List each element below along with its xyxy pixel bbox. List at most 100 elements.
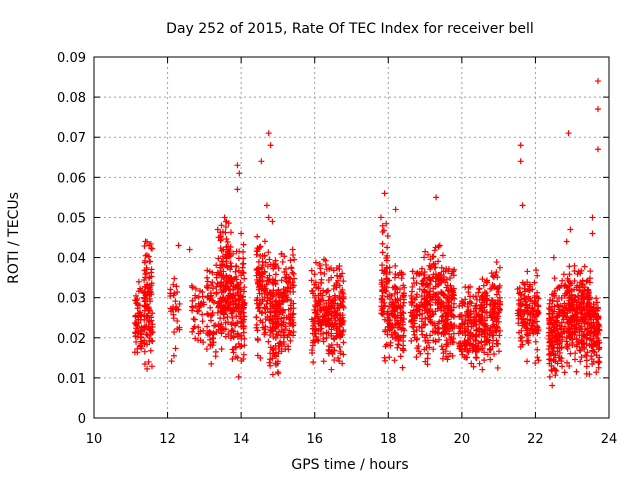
data-point [476, 360, 483, 367]
y-tick-label: 0.03 [57, 292, 86, 307]
data-point [278, 250, 285, 257]
data-point [476, 296, 483, 303]
data-point [581, 319, 588, 326]
data-point [208, 360, 215, 367]
data-point [232, 300, 239, 307]
data-point [531, 279, 538, 286]
data-point [590, 329, 597, 336]
data-point [192, 285, 199, 292]
data-point [333, 284, 340, 291]
data-point [272, 262, 279, 269]
data-point [384, 244, 391, 251]
data-point [272, 310, 279, 317]
data-point [340, 278, 347, 285]
data-point [317, 265, 324, 272]
data-point [325, 316, 332, 323]
data-point [218, 325, 225, 332]
data-point [265, 338, 272, 345]
data-point [529, 314, 536, 321]
data-point [333, 264, 340, 271]
data-point [282, 265, 289, 272]
data-point [588, 353, 595, 360]
data-point [438, 264, 445, 271]
data-point [424, 361, 431, 368]
data-point [589, 214, 596, 221]
data-point [145, 307, 152, 314]
data-point [584, 349, 591, 356]
data-point [281, 268, 288, 275]
data-point [315, 337, 322, 344]
data-point [419, 310, 426, 317]
data-point [563, 283, 570, 290]
data-point [439, 276, 446, 283]
data-point [229, 346, 236, 353]
data-point [574, 292, 581, 299]
data-point [579, 293, 586, 300]
data-point [383, 220, 390, 227]
data-point [380, 227, 387, 234]
y-axis-title: ROTI / TECUs [6, 192, 22, 284]
data-point [548, 367, 555, 374]
data-point [281, 332, 288, 339]
x-tick-label: 18 [380, 432, 397, 447]
data-point [217, 315, 224, 322]
data-point [171, 290, 178, 297]
data-point [563, 238, 570, 245]
data-point [132, 312, 139, 319]
data-point [258, 283, 265, 290]
data-point [258, 158, 265, 165]
data-point [564, 275, 571, 282]
data-point [462, 354, 469, 361]
data-point [586, 279, 593, 286]
data-point [232, 344, 239, 351]
data-point [593, 369, 600, 376]
data-point [551, 344, 558, 351]
data-point [217, 271, 224, 278]
data-point [330, 308, 337, 315]
data-point [171, 329, 178, 336]
data-point [409, 283, 416, 290]
data-point [547, 339, 554, 346]
data-point [135, 316, 142, 323]
data-point [462, 312, 469, 319]
data-point [546, 310, 553, 317]
data-point [267, 326, 274, 333]
data-point [132, 320, 139, 327]
data-point [311, 338, 318, 345]
data-point [210, 299, 217, 306]
data-point [413, 280, 420, 287]
data-point [423, 280, 430, 287]
data-point [546, 356, 553, 363]
data-point [335, 355, 342, 362]
data-points [131, 78, 603, 389]
data-point [413, 294, 420, 301]
data-point [524, 321, 531, 328]
data-point [414, 312, 421, 319]
data-point [317, 301, 324, 308]
data-point [238, 357, 245, 364]
data-point [328, 299, 335, 306]
data-point [588, 303, 595, 310]
data-point [235, 340, 242, 347]
data-point [491, 351, 498, 358]
data-point [388, 325, 395, 332]
data-point [427, 302, 434, 309]
data-point [325, 297, 332, 304]
data-point [517, 289, 524, 296]
data-point [331, 312, 338, 319]
data-point [588, 342, 595, 349]
data-point [195, 293, 202, 300]
data-point [429, 275, 436, 282]
data-point [584, 307, 591, 314]
data-point [207, 304, 214, 311]
data-point [383, 284, 390, 291]
data-point [388, 292, 395, 299]
data-point [488, 270, 495, 277]
data-point [237, 286, 244, 293]
data-point [253, 251, 260, 258]
data-point [309, 288, 316, 295]
data-point [545, 305, 552, 312]
data-point [224, 304, 231, 311]
data-point [398, 275, 405, 282]
data-point [554, 298, 561, 305]
